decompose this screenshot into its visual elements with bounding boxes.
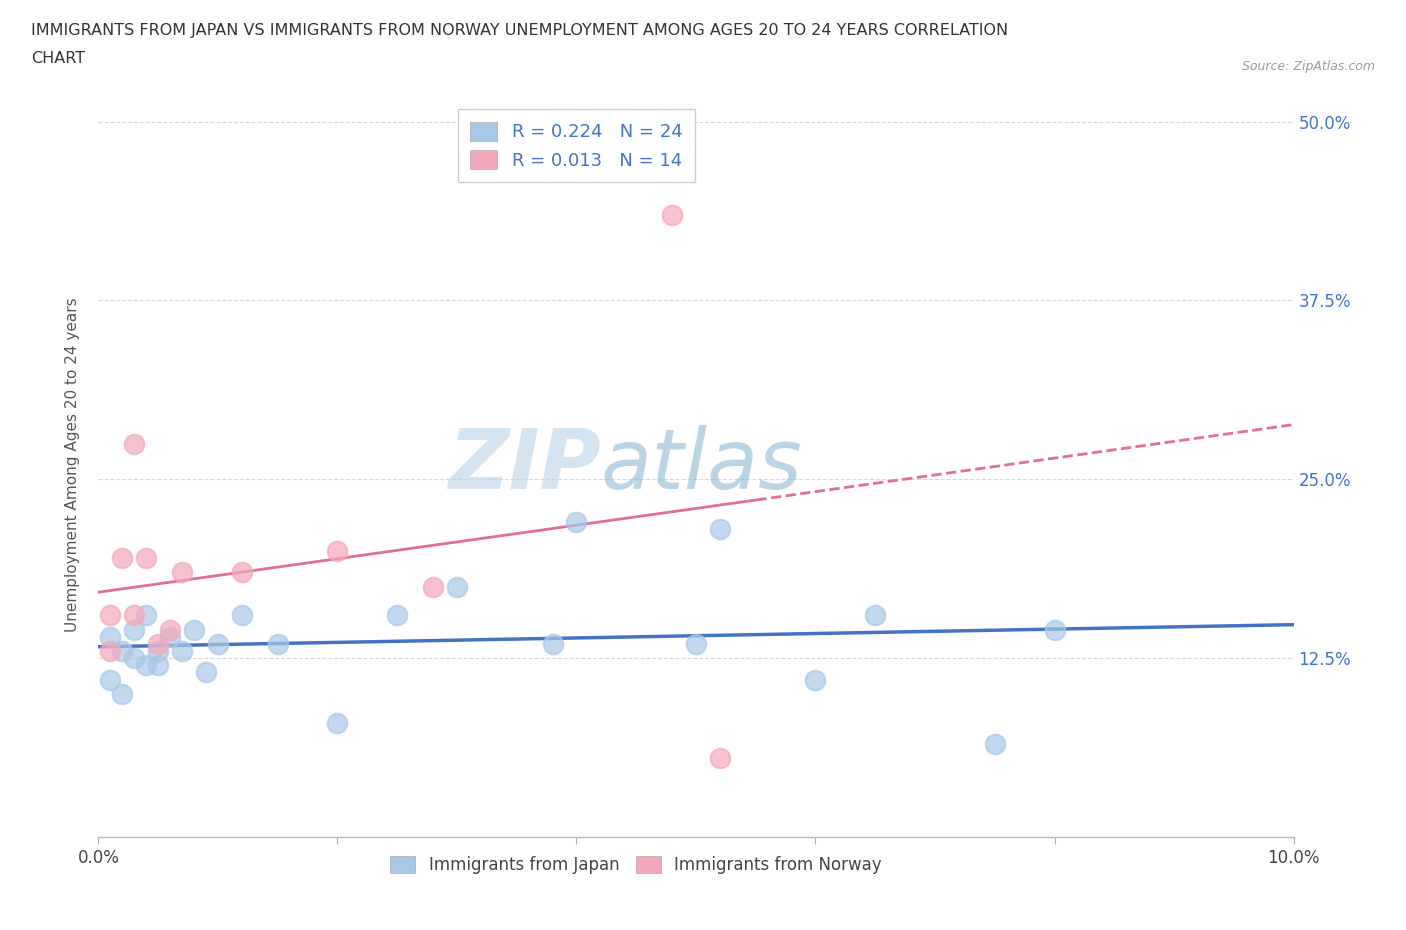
Point (124, 651, 146, 666)
Text: IMMIGRANTS FROM JAPAN VS IMMIGRANTS FROM NORWAY UNEMPLOYMENT AMONG AGES 20 TO 24: IMMIGRANTS FROM JAPAN VS IMMIGRANTS FROM… (31, 23, 1008, 38)
Point (111, 644, 134, 658)
Point (98, 608, 122, 623)
Point (98, 630, 122, 644)
Point (804, 672, 827, 687)
Point (984, 737, 1007, 751)
Point (446, 579, 468, 594)
Y-axis label: Unemployment Among Ages 20 to 24 years: Unemployment Among Ages 20 to 24 years (65, 298, 80, 632)
Point (148, 644, 170, 658)
Point (541, 636, 564, 651)
Point (135, 551, 157, 565)
Point (183, 622, 205, 637)
Point (422, 579, 444, 594)
Point (565, 515, 588, 530)
Text: CHART: CHART (31, 51, 84, 66)
Text: atlas: atlas (600, 424, 801, 506)
Point (159, 630, 181, 644)
Point (661, 207, 683, 222)
Point (111, 551, 134, 565)
Point (148, 658, 170, 672)
Point (207, 636, 229, 651)
Point (1043, 622, 1066, 637)
Point (231, 608, 253, 623)
Point (685, 636, 707, 651)
Point (326, 543, 349, 558)
Point (709, 522, 731, 537)
Point (195, 665, 218, 680)
Point (326, 715, 349, 730)
Point (231, 565, 253, 579)
Text: Source: ZipAtlas.com: Source: ZipAtlas.com (1241, 60, 1375, 73)
Point (159, 622, 181, 637)
Point (148, 636, 170, 651)
Point (98, 672, 122, 687)
Point (172, 565, 194, 579)
Legend: Immigrants from Japan, Immigrants from Norway: Immigrants from Japan, Immigrants from N… (384, 849, 889, 881)
Point (111, 686, 134, 701)
Point (124, 436, 146, 451)
Point (865, 608, 887, 623)
Point (172, 644, 194, 658)
Text: ZIP: ZIP (447, 424, 600, 506)
Point (267, 636, 290, 651)
Point (124, 622, 146, 637)
Point (135, 658, 157, 672)
Point (385, 608, 409, 623)
Point (135, 608, 157, 623)
Point (124, 608, 146, 623)
Point (709, 751, 731, 765)
Point (98, 644, 122, 658)
